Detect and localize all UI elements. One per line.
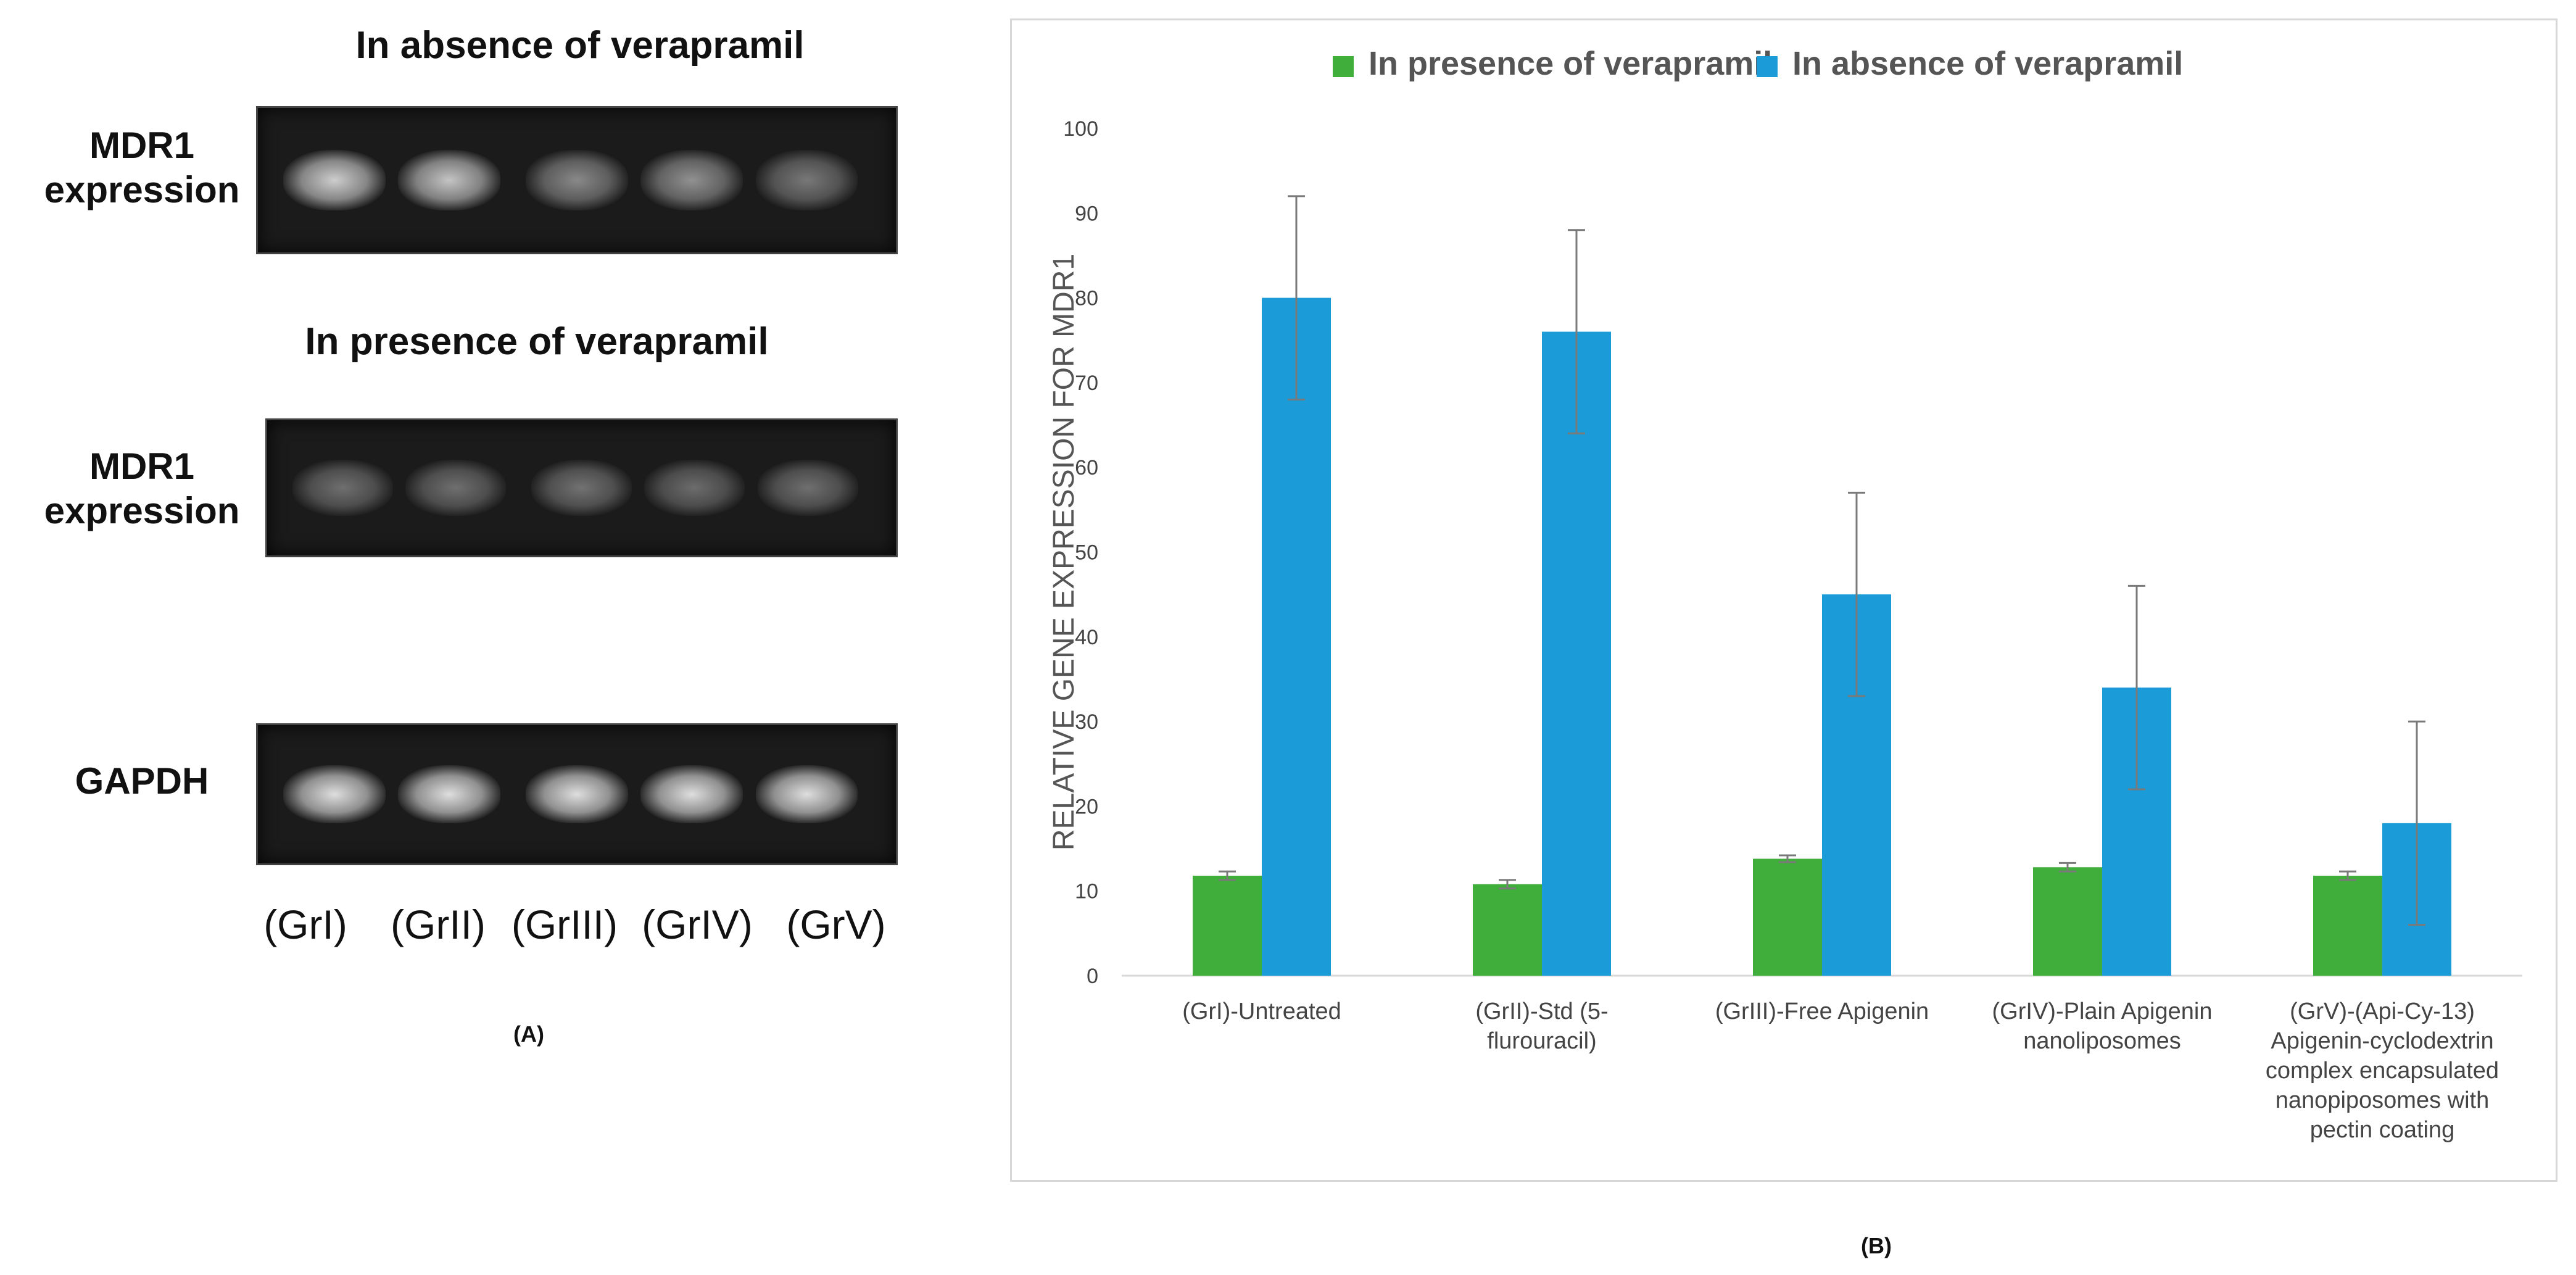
gel-band-1: [292, 459, 393, 517]
gel-band-5: [755, 149, 858, 211]
lane-label-1: (GrI): [263, 902, 347, 947]
panel-b-chart: In presence of verapramil In absence of v…: [1010, 19, 2557, 1182]
bar-presence-5: [2313, 875, 2382, 976]
y-tick-label: 50: [1075, 541, 1098, 565]
x-tick-label-5: nanopiposomes with: [2276, 1087, 2489, 1113]
x-tick-label-5: (GrV)-(Api-Cy-13): [2290, 999, 2475, 1024]
x-tick-label-4: (GrIV)-Plain Apigenin: [1992, 999, 2213, 1024]
legend-label-2: In absence of verapramil: [1792, 45, 2183, 82]
gel-band-2: [405, 459, 507, 517]
panel-b-caption: (B): [1861, 1233, 1892, 1258]
y-tick-label: 70: [1075, 372, 1098, 395]
gel-mdr1-absence: [256, 106, 898, 254]
panel-a: In absence of verapramil MDR1 expression…: [0, 0, 987, 1275]
bar-presence-1: [1193, 875, 1262, 976]
gel-gapdh: [256, 723, 898, 865]
row-label-mdr1-presence: MDR1 expression: [37, 444, 247, 533]
row-label-line2: expression: [44, 169, 240, 210]
y-tick-label: 80: [1075, 287, 1098, 310]
x-tick-label-4: nanoliposomes: [2023, 1028, 2181, 1054]
bar-presence-3: [1753, 858, 1822, 976]
lane-label-5: (GrV): [786, 902, 886, 947]
legend-label-1: In presence of verapramil: [1369, 45, 1772, 82]
y-axis-label: RELATIVE GENE EXPRESSION FOR MDR1: [1048, 254, 1080, 850]
y-tick-label: 10: [1075, 880, 1098, 903]
y-tick-label: 100: [1063, 117, 1098, 141]
y-tick-label: 40: [1075, 626, 1098, 649]
x-tick-label-2: flurouracil): [1487, 1028, 1596, 1054]
y-tick-label: 20: [1075, 795, 1098, 818]
bar-absence-1: [1262, 297, 1331, 976]
gel-band-3: [531, 459, 632, 517]
lane-label-4: (GrIV): [642, 902, 753, 947]
legend-swatch-2: [1757, 56, 1778, 77]
bar-presence-2: [1473, 884, 1542, 976]
row-label-gapdh: GAPDH: [37, 759, 247, 804]
gel-band-4: [640, 149, 743, 211]
gel-band-5: [757, 459, 858, 517]
gel-band-3: [526, 149, 628, 211]
gel-band-3: [526, 765, 628, 824]
bar-chart: In presence of verapramil In absence of v…: [1048, 45, 2522, 1143]
gel-band-5: [755, 765, 858, 824]
gel-band-1: [283, 765, 386, 824]
row-label-line1: MDR1: [89, 446, 194, 487]
x-tick-label-5: Apigenin-cyclodextrin: [2271, 1028, 2493, 1054]
y-tick-label: 90: [1075, 202, 1098, 225]
x-tick-label-5: pectin coating: [2310, 1117, 2455, 1143]
row-label-line2: expression: [44, 490, 240, 531]
lane-label-2: (GrII): [391, 902, 486, 947]
gel-band-1: [283, 149, 386, 211]
y-tick-label: 30: [1075, 710, 1098, 734]
gel-title-absence: In absence of verapramil: [355, 24, 805, 67]
bar-presence-4: [2033, 867, 2102, 976]
y-tick-label: 60: [1075, 456, 1098, 480]
legend-swatch-1: [1333, 56, 1354, 77]
x-tick-label-3: (GrIII)-Free Apigenin: [1715, 999, 1929, 1024]
gel-title-presence: In presence of verapramil: [305, 320, 769, 363]
panel-a-caption: (A): [513, 1021, 544, 1047]
gel-mdr1-presence: [265, 418, 898, 557]
lane-label-3: (GrIII): [511, 902, 618, 947]
y-tick-label: 0: [1087, 965, 1098, 988]
gel-band-2: [398, 149, 500, 211]
row-label-line1: GAPDH: [75, 760, 209, 802]
row-label-line1: MDR1: [89, 125, 194, 166]
gel-band-4: [644, 459, 745, 517]
x-tick-label-2: (GrII)-Std (5-: [1475, 999, 1608, 1024]
gel-band-2: [398, 765, 500, 824]
x-tick-label-1: (GrI)-Untreated: [1182, 999, 1341, 1024]
row-label-mdr1-absence: MDR1 expression: [37, 123, 247, 212]
x-tick-label-5: complex encapsulated: [2266, 1058, 2499, 1084]
bar-absence-2: [1542, 331, 1611, 976]
gel-band-4: [640, 765, 743, 824]
